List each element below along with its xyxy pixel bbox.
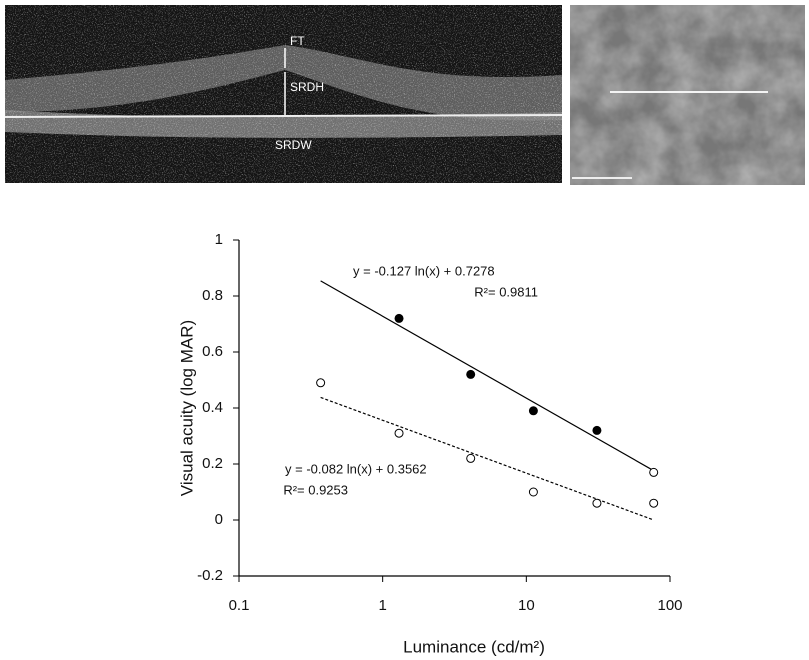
- fundus-image: [570, 5, 805, 185]
- data-point: [593, 499, 601, 507]
- data-point: [467, 454, 475, 462]
- plot: Luminance (cd/m²) Visual acuity (log MAR…: [177, 240, 670, 656]
- data-point: [467, 370, 475, 378]
- y-tick-label: 0.4: [202, 399, 223, 416]
- x-tick-label: 1: [378, 597, 386, 614]
- y-tick-label: 0: [215, 511, 223, 528]
- trend-line: [321, 397, 654, 520]
- data-point: [529, 407, 537, 415]
- data-point: [317, 379, 325, 387]
- fit-r2: R²= 0.9253: [283, 482, 348, 497]
- trend-line: [321, 281, 654, 471]
- image-label: SRDW: [275, 138, 312, 152]
- y-tick-label: 0.8: [202, 287, 223, 304]
- data-point: [650, 499, 658, 507]
- fit-equation: y = -0.127 ln(x) + 0.7278: [353, 263, 495, 278]
- data-point: [395, 314, 403, 322]
- x-tick-label: 10: [518, 597, 535, 614]
- y-tick-label: 0.2: [202, 455, 223, 472]
- y-axis-label: Visual acuity (log MAR): [177, 320, 196, 496]
- oct-image: [5, 5, 562, 183]
- fit-r2: R²= 0.9811: [474, 284, 538, 299]
- data-point: [593, 426, 601, 434]
- image-label: SRDH: [290, 80, 324, 94]
- data-point: [529, 488, 537, 496]
- x-axis-label: Luminance (cd/m²): [403, 637, 545, 656]
- x-tick-label: 0.1: [229, 597, 250, 614]
- data-point: [650, 468, 658, 476]
- y-tick-label: 1: [215, 231, 223, 248]
- figure: FT SRDH SRDW Luminance (cd/m²) Visual ac…: [0, 0, 809, 660]
- x-tick-label: 100: [657, 597, 682, 614]
- y-tick-label: -0.2: [197, 567, 223, 584]
- image-label: FT: [290, 34, 305, 48]
- data-point: [395, 429, 403, 437]
- fit-equation: y = -0.082 ln(x) + 0.3562: [285, 461, 427, 476]
- y-tick-label: 0.6: [202, 343, 223, 360]
